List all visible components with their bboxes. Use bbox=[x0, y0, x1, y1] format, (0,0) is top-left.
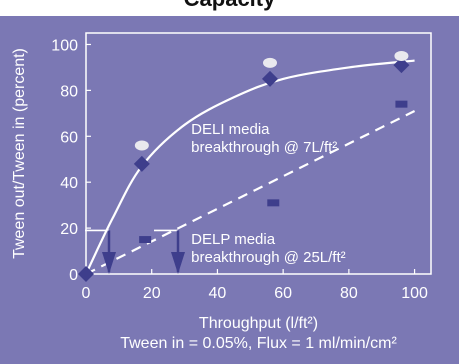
y-tick-label: 80 bbox=[60, 83, 78, 100]
breakthrough-arrowhead bbox=[171, 252, 185, 274]
diamond-point bbox=[393, 57, 410, 74]
y-tick-label: 40 bbox=[60, 175, 78, 192]
annotation-text: DELP media bbox=[191, 231, 276, 248]
y-tick-label: 0 bbox=[69, 267, 78, 284]
x-tick-label: 20 bbox=[143, 285, 161, 302]
annotation-text: breakthrough @ 7L/ft² bbox=[191, 139, 337, 156]
rectangle-point bbox=[139, 236, 152, 244]
rectangle-point bbox=[267, 199, 280, 207]
y-tick-label: 60 bbox=[60, 129, 78, 146]
x-axis-label: Throughput (l/ft²) bbox=[199, 315, 318, 332]
breakthrough-arrowhead bbox=[102, 252, 116, 274]
x-tick-label: 40 bbox=[209, 285, 227, 302]
y-tick-label: 20 bbox=[60, 221, 78, 238]
diamond-point bbox=[133, 155, 150, 172]
rectangle-point bbox=[395, 100, 408, 108]
plot-frame bbox=[85, 32, 432, 275]
ellipse-point bbox=[134, 140, 149, 151]
chart-background bbox=[0, 16, 459, 364]
diamond-point bbox=[262, 70, 278, 87]
x-tick-label: 0 bbox=[82, 285, 91, 302]
figure-heading: Capacity bbox=[0, 0, 459, 12]
ellipse-point bbox=[394, 50, 409, 61]
x-tick-label: 80 bbox=[340, 285, 358, 302]
diamond-point bbox=[78, 266, 94, 282]
x-axis-note: Tween in = 0.05%, Flux = 1 ml/min/cm² bbox=[120, 335, 397, 352]
annotation-text: breakthrough @ 25L/ft² bbox=[191, 249, 345, 266]
x-tick-label: 60 bbox=[274, 285, 292, 302]
annotation-text: DELI media bbox=[191, 121, 270, 138]
deli-fit-line bbox=[85, 59, 415, 275]
ellipse-point bbox=[263, 57, 277, 68]
y-tick-label: 100 bbox=[51, 37, 78, 54]
y-axis-label: Tween out/Tween in (percent) bbox=[11, 48, 28, 259]
x-tick-label: 100 bbox=[401, 285, 428, 302]
